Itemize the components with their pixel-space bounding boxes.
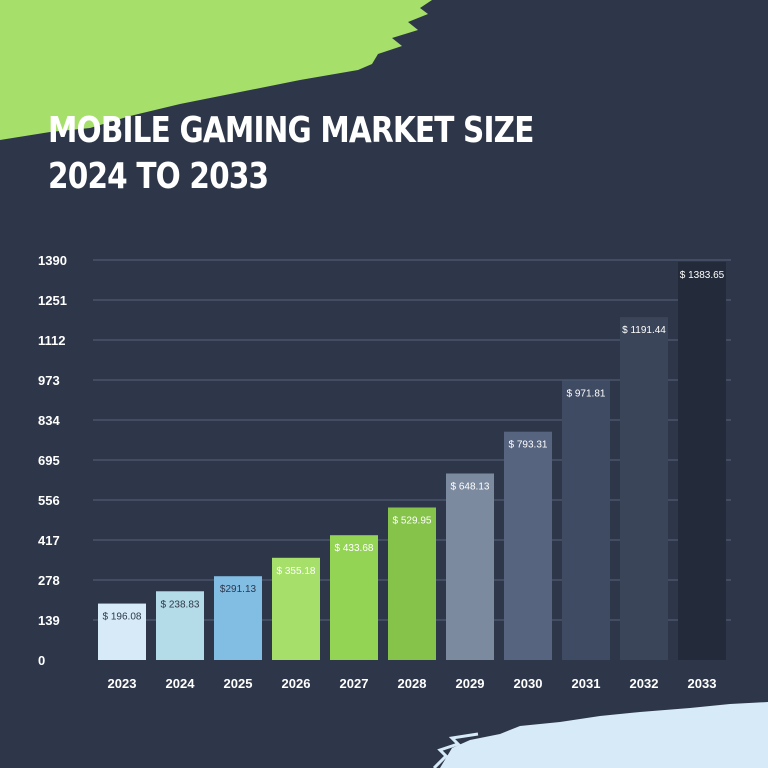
bar <box>388 507 436 660</box>
bar-value-label: $ 1383.65 <box>680 270 725 281</box>
page-title: MOBILE GAMING MARKET SIZE 2024 TO 2033 <box>48 108 534 200</box>
x-tick-label: 2023 <box>108 676 137 691</box>
bar <box>678 261 726 660</box>
y-tick-label: 695 <box>38 453 60 468</box>
title-line-2: 2024 TO 2033 <box>48 156 269 197</box>
bar-value-label: $ 529.95 <box>393 515 432 526</box>
bar-value-label: $ 793.31 <box>509 440 548 451</box>
y-tick-label: 973 <box>38 373 60 388</box>
x-tick-label: 2027 <box>340 676 369 691</box>
y-tick-label: 1251 <box>38 293 67 308</box>
bar-value-label: $ 355.18 <box>277 566 316 577</box>
y-tick-label: 0 <box>38 653 45 668</box>
x-tick-label: 2024 <box>166 676 196 691</box>
bar-value-label: $ 433.68 <box>335 543 374 554</box>
bar <box>446 473 494 660</box>
bar <box>504 431 552 660</box>
bar-value-label: $291.13 <box>220 584 257 595</box>
bar <box>330 535 378 660</box>
x-tick-label: 2025 <box>224 676 253 691</box>
bar-value-label: $ 1191.44 <box>622 325 666 336</box>
bar-value-label: $ 238.83 <box>161 599 200 610</box>
y-tick-label: 556 <box>38 493 60 508</box>
y-tick-label: 417 <box>38 533 60 548</box>
title-line-1: MOBILE GAMING MARKET SIZE <box>48 110 534 151</box>
bar-value-label: $ 196.08 <box>103 612 142 623</box>
bar-value-label: $ 971.81 <box>567 388 606 399</box>
x-tick-label: 2031 <box>572 676 601 691</box>
bar-value-label: $ 648.13 <box>451 481 490 492</box>
bar <box>98 603 146 660</box>
bar <box>620 317 668 660</box>
x-tick-label: 2030 <box>514 676 543 691</box>
x-tick-label: 2032 <box>630 676 659 691</box>
x-tick-label: 2028 <box>398 676 427 691</box>
y-tick-label: 278 <box>38 573 60 588</box>
x-tick-label: 2033 <box>688 676 717 691</box>
y-tick-label: 1390 <box>38 253 67 268</box>
bar <box>562 380 610 660</box>
x-tick-label: 2026 <box>282 676 311 691</box>
bar <box>214 576 262 660</box>
y-tick-label: 139 <box>38 613 60 628</box>
y-tick-label: 834 <box>38 413 60 428</box>
bar <box>156 591 204 660</box>
bar <box>272 557 320 660</box>
x-tick-label: 2029 <box>456 676 485 691</box>
y-tick-label: 1112 <box>38 333 66 348</box>
